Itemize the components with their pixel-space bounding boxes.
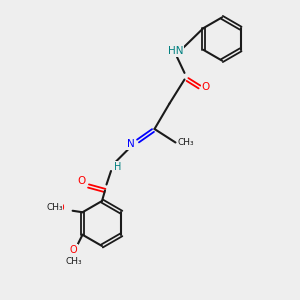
Text: O: O bbox=[201, 82, 210, 92]
Text: CH₃: CH₃ bbox=[178, 138, 194, 147]
Text: O: O bbox=[57, 203, 64, 213]
Text: CH₃: CH₃ bbox=[65, 257, 82, 266]
Text: O: O bbox=[78, 176, 86, 187]
Text: CH₃: CH₃ bbox=[46, 203, 63, 212]
Text: H: H bbox=[114, 161, 122, 172]
Text: O: O bbox=[70, 245, 77, 255]
Text: HN: HN bbox=[168, 46, 183, 56]
Text: N: N bbox=[127, 139, 134, 149]
